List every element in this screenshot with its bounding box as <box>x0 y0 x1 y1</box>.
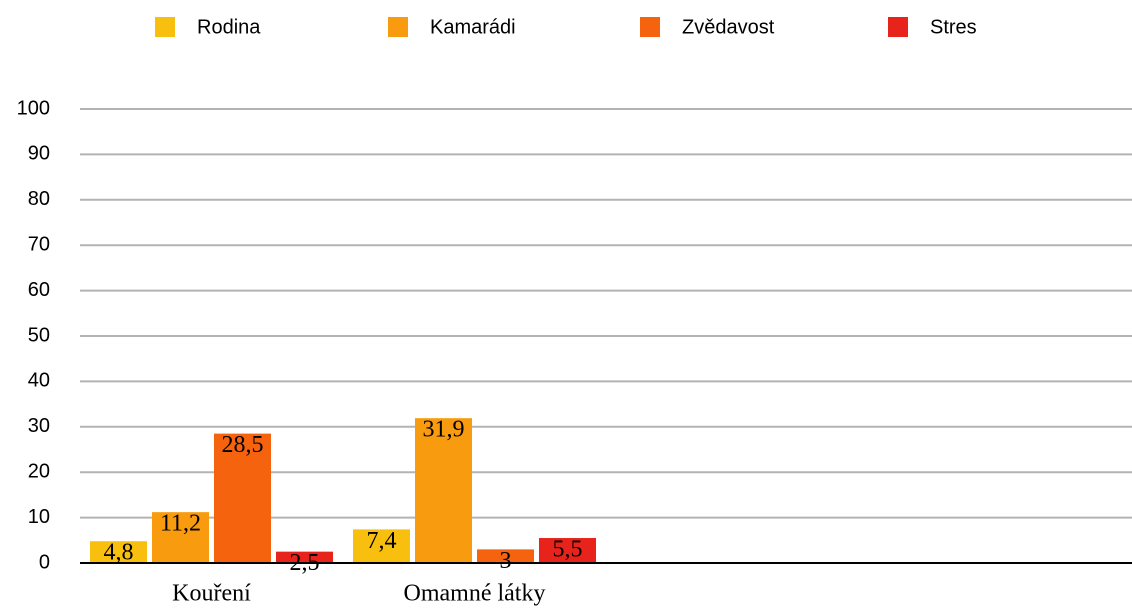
legend-swatch <box>155 17 175 37</box>
legend-label: Kamarádi <box>430 16 516 38</box>
y-tick-label: 40 <box>28 370 50 392</box>
bar <box>90 541 147 563</box>
legend-swatch <box>640 17 660 37</box>
legend-label: Zvědavost <box>682 16 775 38</box>
legend-swatch <box>888 17 908 37</box>
y-tick-label: 60 <box>28 279 50 301</box>
x-tick-label: Kouření <box>172 581 251 607</box>
bar <box>539 538 596 563</box>
value-label: 7,4 <box>367 528 397 554</box>
y-tick-label: 70 <box>28 233 50 255</box>
bar <box>415 418 472 563</box>
y-tick-label: 10 <box>28 506 50 528</box>
value-label: 4,8 <box>104 540 134 566</box>
y-tick-label: 50 <box>28 324 50 346</box>
value-label: 5,5 <box>553 537 583 563</box>
bar <box>152 512 209 563</box>
value-label: 11,2 <box>160 511 201 537</box>
bar <box>477 549 534 563</box>
y-tick-label: 100 <box>17 97 50 119</box>
y-tick-label: 80 <box>28 188 50 210</box>
bar <box>353 529 410 563</box>
value-label: 28,5 <box>222 432 264 458</box>
bar <box>214 433 271 563</box>
bar <box>276 551 333 563</box>
x-tick-label: Omamné látky <box>404 581 546 607</box>
legend-swatch <box>388 17 408 37</box>
value-label: 31,9 <box>423 417 465 443</box>
legend-label: Rodina <box>197 16 261 38</box>
y-tick-label: 90 <box>28 143 50 165</box>
legend-label: Stres <box>930 16 977 38</box>
y-tick-label: 0 <box>39 551 50 573</box>
y-tick-label: 30 <box>28 415 50 437</box>
y-tick-label: 20 <box>28 460 50 482</box>
value-label: 3 <box>500 548 512 574</box>
